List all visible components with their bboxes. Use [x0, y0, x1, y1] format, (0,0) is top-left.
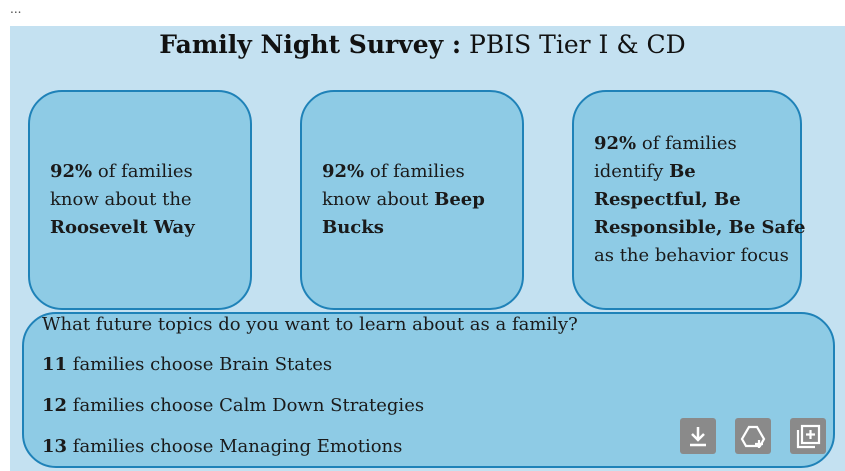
drive-button[interactable]	[735, 418, 771, 454]
bold-text: Roosevelt Way	[50, 217, 195, 238]
question: What future topics do you want to learn …	[42, 314, 578, 335]
title: Family Night Survey : PBIS Tier I & CD	[0, 30, 845, 59]
title-bold: Family Night Survey :	[159, 30, 462, 59]
card-line: Roosevelt Way	[50, 214, 250, 242]
topic-item: 11 families choose Brain States	[42, 354, 332, 375]
topics-box: What future topics do you want to learn …	[22, 312, 835, 468]
card: 92% of families know about the Roosevelt W…	[28, 90, 252, 310]
card-line: as the behavior focus	[594, 242, 800, 270]
bold-text: 92%	[50, 161, 93, 182]
card-line: identify Be	[594, 158, 800, 186]
text: know about the	[50, 189, 192, 210]
copy-button[interactable]	[790, 418, 826, 454]
card: 92% of families know about Beep Bucks	[300, 90, 524, 310]
bold-text: 92%	[322, 161, 365, 182]
card-line: Respectful, Be	[594, 186, 800, 214]
topic-item: 12 families choose Calm Down Strategies	[42, 395, 424, 416]
drive-icon	[740, 425, 766, 448]
card-line: 92% of families	[322, 158, 522, 186]
bold-text: Responsible, Be Safe	[594, 217, 806, 238]
bold-text: 11	[42, 354, 68, 375]
card-line: 92% of families	[594, 130, 800, 158]
topic-item: 13 families choose Managing Emotions	[42, 436, 402, 457]
card-line: 92% of families	[50, 158, 250, 186]
text: identify	[594, 161, 670, 182]
copy-icon	[796, 424, 821, 449]
bold-text: Be	[669, 161, 696, 182]
text: families choose Brain States	[67, 354, 333, 375]
corner-mark: ...	[10, 2, 22, 16]
text: of families	[636, 133, 737, 154]
bold-text: Beep	[434, 189, 485, 210]
bold-text: Bucks	[322, 217, 384, 238]
text: of families	[364, 161, 465, 182]
card: 92% of families identify Be Respectful, Be…	[572, 90, 805, 310]
card-line: Bucks	[322, 214, 522, 242]
download-icon	[690, 427, 706, 447]
card-line: know about the	[50, 186, 250, 214]
bold-text: Respectful, Be	[594, 189, 741, 210]
download-button[interactable]	[680, 418, 716, 454]
text: families choose Calm Down Strategies	[67, 395, 425, 416]
text: as the behavior focus	[594, 245, 789, 266]
card-line: know about Beep	[322, 186, 522, 214]
bold-text: 13	[42, 436, 68, 457]
bold-text: 12	[42, 395, 68, 416]
text: families choose Managing Emotions	[67, 436, 403, 457]
bold-text: 92%	[594, 133, 637, 154]
text: know about	[322, 189, 435, 210]
title-rest: PBIS Tier I & CD	[461, 30, 686, 59]
text: of families	[92, 161, 193, 182]
card-line: Responsible, Be Safe	[594, 214, 805, 242]
